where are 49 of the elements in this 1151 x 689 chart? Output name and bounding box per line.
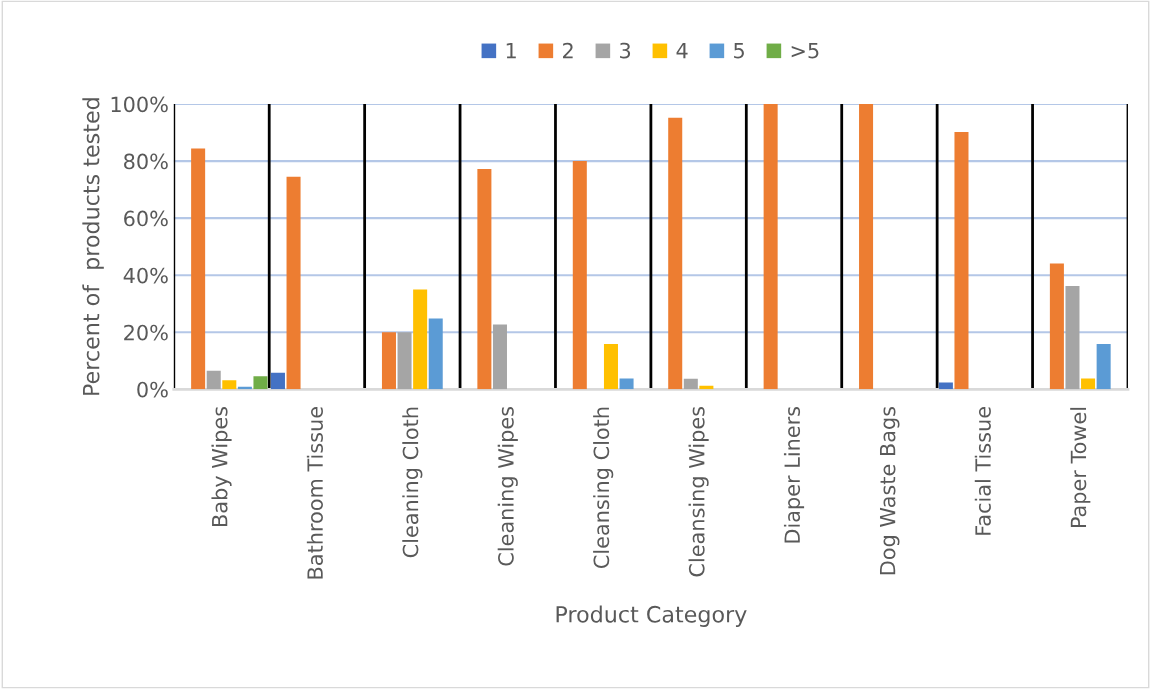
x-tick-label: Dog Waste Bags: [880, 406, 900, 575]
y-tick-label: 0%: [137, 381, 168, 398]
bar: [619, 378, 634, 390]
y-tick-label: 100%: [111, 96, 168, 113]
bar: [1096, 343, 1111, 390]
x-tick-label: Paper Towel: [1070, 407, 1091, 528]
bar: [253, 376, 268, 390]
legend-label: 5: [734, 42, 744, 59]
bar: [572, 161, 587, 390]
y-tick-label: 80%: [124, 153, 168, 170]
y-axis-title: Percent of products tested: [82, 98, 104, 395]
legend-label: 1: [506, 42, 516, 59]
bar: [397, 332, 412, 390]
legend-label: 3: [620, 42, 631, 59]
x-tick-label: Facial Tissue: [974, 407, 991, 535]
bar: [492, 324, 507, 390]
bar: [859, 104, 874, 390]
x-tick-label: Cleaning Cloth: [402, 407, 423, 558]
bar: [1081, 378, 1096, 390]
bar: [413, 289, 428, 390]
bar: [428, 318, 443, 390]
bar: [938, 382, 953, 390]
bar: [270, 372, 285, 390]
bar: [222, 380, 237, 390]
y-tick-label: 60%: [124, 210, 168, 227]
bar: [603, 343, 618, 390]
x-tick-label: Baby Wipes: [211, 406, 232, 526]
y-tick-label: 20%: [124, 324, 168, 341]
bar: [1049, 263, 1064, 390]
x-tick-label: Bathroom Tissue: [306, 407, 323, 579]
bar: [1065, 286, 1080, 390]
x-tick-label: Cleansing Cloth: [593, 407, 614, 569]
bar: [668, 117, 683, 390]
x-axis-title: Product Category: [556, 605, 747, 627]
x-tick-label: Cleaning Wipes: [497, 406, 518, 566]
legend-label: >5: [791, 42, 819, 59]
bar: [381, 332, 396, 390]
bar: [683, 378, 698, 390]
bar: [286, 176, 301, 390]
bar: [191, 148, 206, 390]
legend-label: 4: [676, 42, 688, 59]
bar: [763, 104, 778, 390]
bar: [477, 169, 492, 390]
bar: [954, 131, 969, 390]
bar: [206, 370, 221, 390]
x-tick-label: Diaper Liners: [783, 406, 805, 543]
legend-label: 2: [563, 42, 573, 59]
x-tick-label: Cleansing Wipes: [688, 406, 709, 577]
y-tick-label: 40%: [123, 267, 168, 284]
